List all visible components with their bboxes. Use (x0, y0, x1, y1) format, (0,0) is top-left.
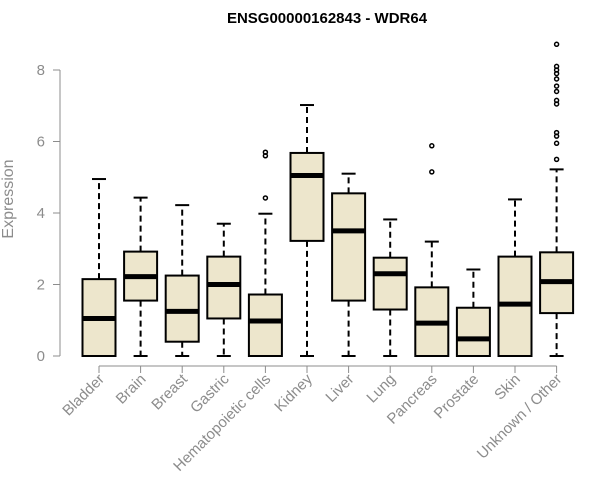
box-group (414, 143, 450, 357)
box (455, 306, 491, 357)
box-group (289, 104, 325, 357)
x-tick-label: Breast (148, 370, 191, 413)
outlier-point (553, 97, 560, 104)
box (206, 255, 242, 320)
y-tick-label: 0 (37, 348, 45, 365)
outlier-point (553, 156, 560, 163)
outlier-point (553, 41, 560, 48)
outlier-point (553, 129, 560, 136)
box-group (206, 222, 242, 357)
box-group (81, 178, 117, 358)
outlier-point (262, 149, 269, 155)
x-tick-label: Brain (113, 371, 150, 408)
y-tick-label: 8 (37, 62, 45, 79)
outlier-point (429, 143, 435, 149)
y-axis-label: Expression (0, 159, 17, 238)
box-group (455, 268, 491, 357)
outlier-point (429, 169, 435, 175)
outlier-point (553, 88, 560, 95)
box (331, 192, 367, 302)
box-group (247, 149, 283, 358)
y-tick-label: 2 (37, 277, 45, 294)
x-tick-label: Lung (363, 371, 399, 407)
x-tick-label: Skin (491, 371, 524, 404)
outlier-point (553, 140, 560, 147)
box-group (164, 204, 200, 357)
outlier-point (262, 195, 269, 201)
x-tick-label: Liver (322, 371, 357, 406)
box (164, 274, 200, 343)
outlier-point (553, 83, 560, 89)
x-tick-label: Bladder (59, 371, 108, 420)
y-tick-label: 4 (37, 205, 45, 222)
outlier-point (553, 63, 560, 70)
box (247, 293, 283, 358)
box-group (123, 196, 159, 357)
x-tick-label: Kidney (271, 370, 316, 415)
box-group (497, 198, 533, 357)
box-group (539, 41, 575, 357)
box (289, 151, 325, 242)
box (372, 256, 408, 311)
x-tick-label: Prostate (431, 371, 483, 423)
outlier-point (553, 76, 560, 82)
box-group (372, 218, 408, 357)
y-tick-label: 6 (37, 134, 45, 151)
box-group (331, 172, 367, 357)
boxes (81, 41, 575, 358)
chart-title: ENSG00000162843 - WDR64 (227, 10, 428, 27)
